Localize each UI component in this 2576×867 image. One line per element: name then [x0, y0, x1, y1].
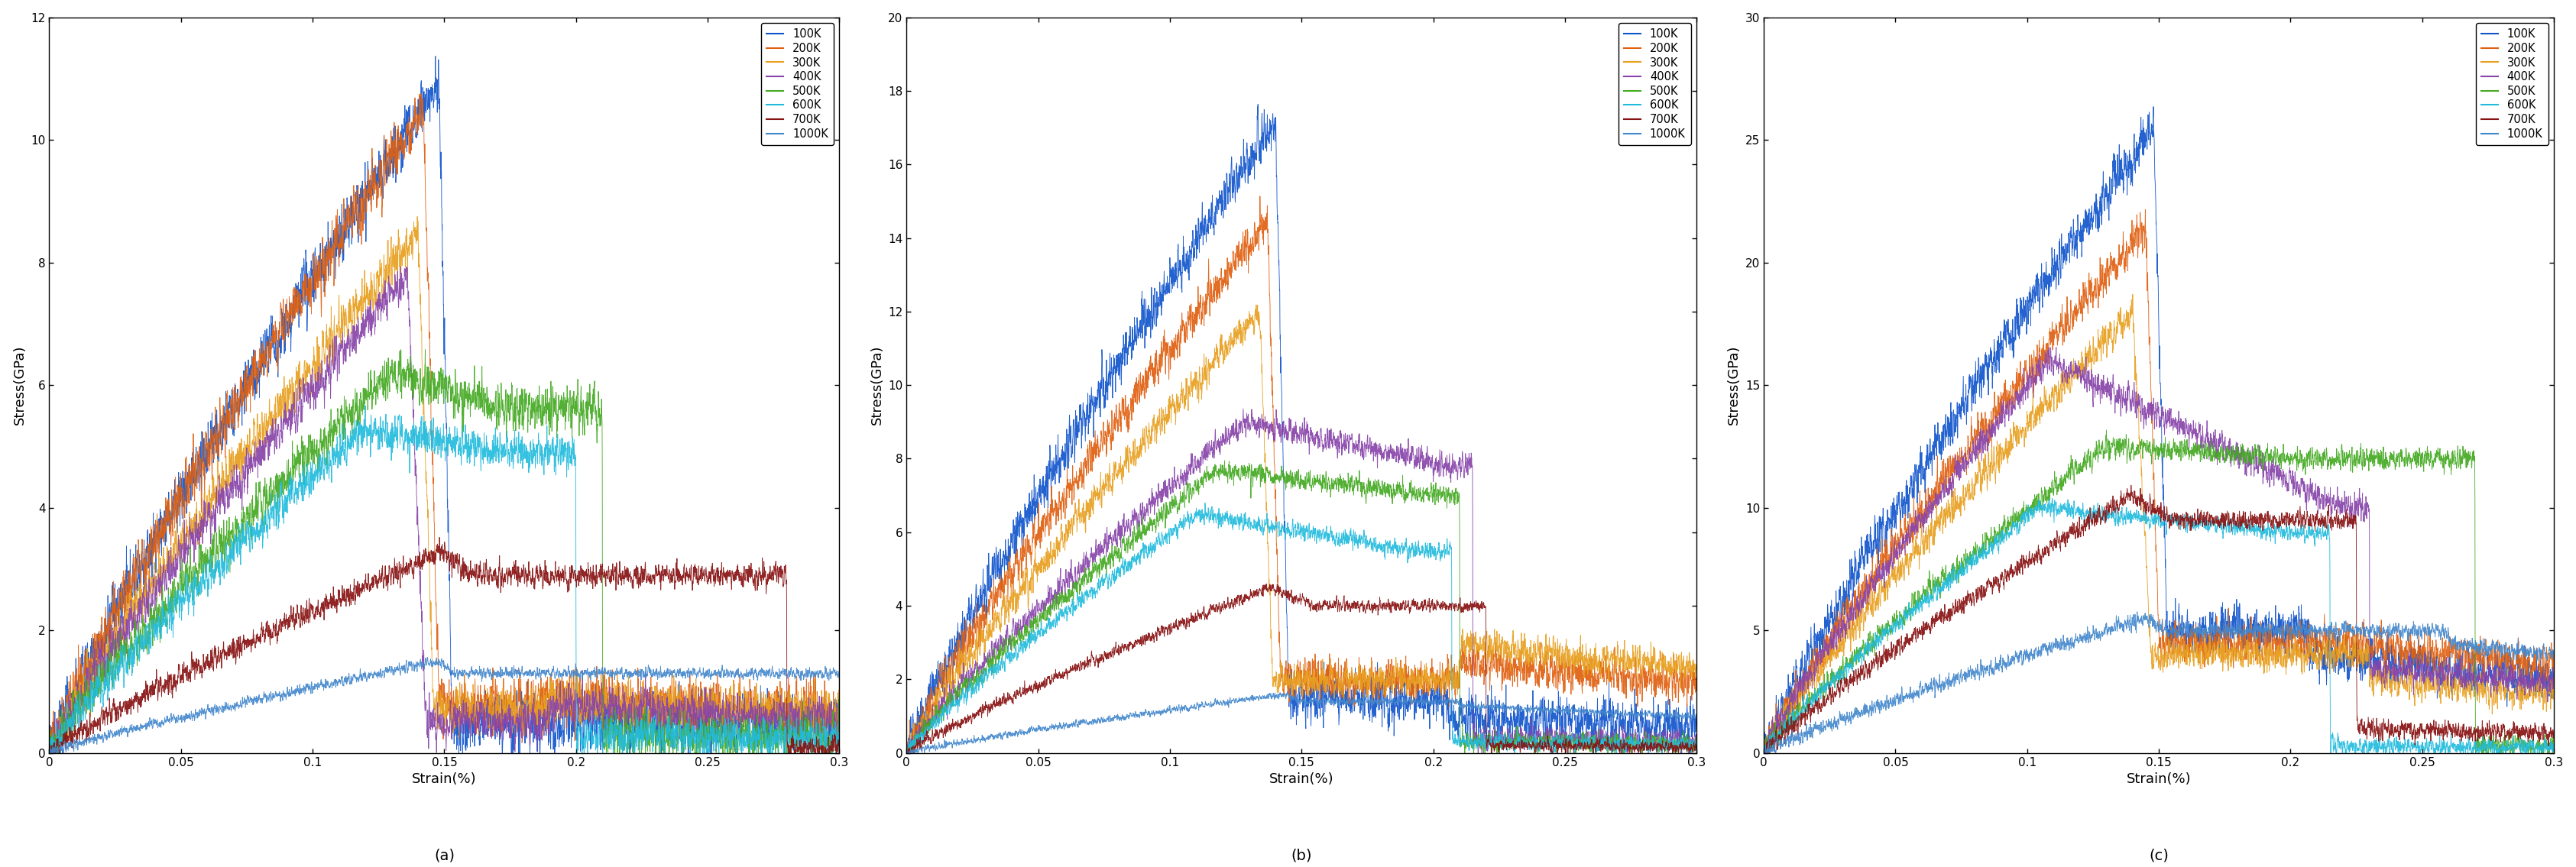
Y-axis label: Stress(GPa): Stress(GPa)	[13, 345, 26, 425]
Text: (a): (a)	[433, 849, 453, 864]
X-axis label: Strain(%): Strain(%)	[2128, 772, 2192, 786]
X-axis label: Strain(%): Strain(%)	[412, 772, 477, 786]
X-axis label: Strain(%): Strain(%)	[1270, 772, 1334, 786]
Y-axis label: Stress(GPa): Stress(GPa)	[871, 345, 884, 425]
Y-axis label: Stress(GPa): Stress(GPa)	[1726, 345, 1741, 425]
Text: (b): (b)	[1291, 849, 1311, 864]
Legend: 100K, 200K, 300K, 400K, 500K, 600K, 700K, 1000K: 100K, 200K, 300K, 400K, 500K, 600K, 700K…	[762, 23, 835, 145]
Legend: 100K, 200K, 300K, 400K, 500K, 600K, 700K, 1000K: 100K, 200K, 300K, 400K, 500K, 600K, 700K…	[1618, 23, 1690, 145]
Legend: 100K, 200K, 300K, 400K, 500K, 600K, 700K, 1000K: 100K, 200K, 300K, 400K, 500K, 600K, 700K…	[2476, 23, 2548, 145]
Text: (c): (c)	[2148, 849, 2169, 864]
